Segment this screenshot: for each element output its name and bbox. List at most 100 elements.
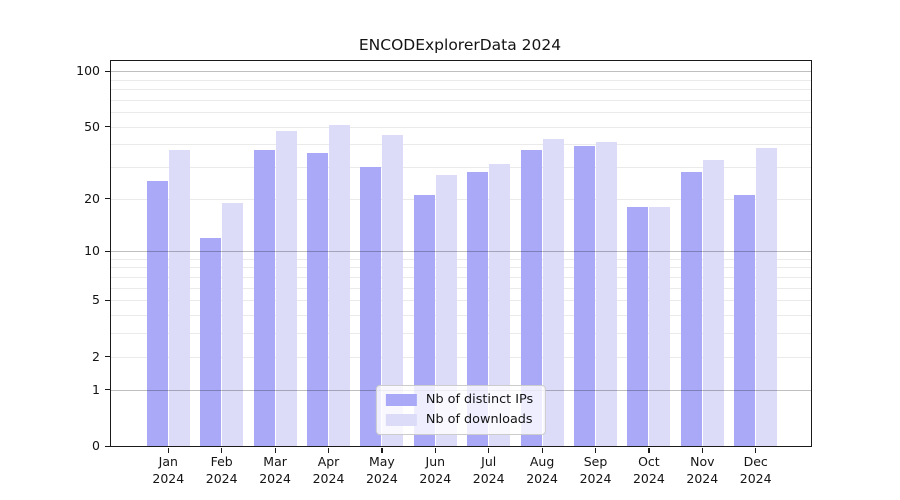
- x-tick-year: 2024: [472, 470, 505, 486]
- x-tick-label-jun: Jun 2024: [400, 454, 470, 487]
- x-tick-year: 2024: [526, 470, 558, 486]
- x-tick-apr: [328, 447, 330, 453]
- legend-row-distinct-ips: Nb of distinct IPs: [385, 392, 534, 407]
- y-tick-label-100: 100: [76, 63, 100, 79]
- x-tick-label-dec: Dec 2024: [721, 454, 791, 487]
- legend-label-distinct-ips: Nb of distinct IPs: [425, 392, 534, 407]
- x-tick-label-jul: Jul 2024: [454, 454, 524, 487]
- y-tick-0: [104, 445, 110, 447]
- bar-jul-distinct-ips: [467, 172, 489, 446]
- gridline-90: [111, 79, 811, 81]
- y-tick-50: [104, 126, 110, 128]
- x-tick-label-nov: Nov 2024: [667, 454, 737, 487]
- x-tick-year: 2024: [152, 470, 185, 486]
- bar-sep-distinct-ips: [574, 146, 595, 446]
- gridline-50: [111, 126, 811, 128]
- x-tick-month: Feb: [210, 454, 233, 469]
- y-tick-label-10: 10: [84, 243, 100, 259]
- x-tick-jul: [488, 447, 490, 453]
- x-tick-sep: [595, 447, 597, 453]
- gridline-80: [111, 88, 811, 90]
- x-tick-nov: [701, 447, 703, 453]
- y-tick-label-1: 1: [92, 381, 100, 397]
- x-tick-month: Dec: [743, 454, 768, 469]
- legend-swatch-distinct-ips: [385, 393, 417, 406]
- chart-title: ENCODExplorerData 2024: [358, 36, 562, 54]
- x-tick-label-may: May 2024: [347, 454, 417, 487]
- x-tick-year: 2024: [259, 470, 291, 486]
- bar-oct-distinct-ips: [627, 206, 649, 446]
- x-tick-year: 2024: [739, 470, 772, 486]
- x-tick-month: Mar: [263, 454, 287, 469]
- bar-jan-distinct-ips: [146, 181, 168, 446]
- y-tick-label-20: 20: [84, 190, 100, 206]
- bar-dec-distinct-ips: [734, 194, 756, 446]
- y-tick-label-0: 0: [92, 438, 100, 453]
- legend: Nb of distinct IPs Nb of downloads: [375, 385, 547, 435]
- bar-mar-distinct-ips: [253, 150, 275, 446]
- x-tick-month: Aug: [529, 454, 555, 469]
- y-tick-10: [104, 250, 110, 252]
- bar-oct-downloads: [649, 206, 671, 446]
- x-tick-label-oct: Oct 2024: [614, 454, 684, 487]
- x-tick-label-aug: Aug 2024: [507, 454, 577, 487]
- gridline-40: [111, 144, 811, 146]
- x-tick-jun: [434, 447, 436, 453]
- x-tick-year: 2024: [579, 470, 612, 486]
- x-tick-year: 2024: [312, 470, 345, 486]
- x-tick-year: 2024: [632, 470, 665, 486]
- bar-may-distinct-ips: [360, 167, 382, 446]
- gridline-60: [111, 112, 811, 114]
- y-tick-5: [104, 299, 110, 302]
- x-tick-year: 2024: [419, 470, 452, 486]
- bar-apr-downloads: [329, 124, 350, 446]
- x-tick-may: [381, 447, 383, 453]
- bar-aug-downloads: [542, 138, 564, 446]
- x-tick-month: May: [368, 454, 395, 469]
- x-tick-month: Oct: [638, 454, 660, 469]
- x-tick-month: Nov: [690, 454, 715, 469]
- y-tick-1: [104, 389, 110, 391]
- bar-jun-downloads: [435, 175, 457, 446]
- x-tick-label-jan: Jan 2024: [133, 454, 203, 487]
- legend-label-downloads: Nb of downloads: [425, 412, 533, 427]
- y-tick-label-2: 2: [92, 348, 100, 364]
- y-tick-label-50: 50: [84, 118, 100, 134]
- bar-nov-downloads: [702, 159, 724, 446]
- bar-dec-downloads: [756, 148, 778, 446]
- x-tick-oct: [648, 447, 650, 453]
- y-tick-2: [104, 356, 110, 358]
- bar-may-downloads: [382, 134, 404, 446]
- x-tick-feb: [221, 447, 223, 453]
- x-tick-label-apr: Apr 2024: [294, 454, 364, 487]
- bar-jul-downloads: [489, 164, 511, 446]
- legend-row-downloads: Nb of downloads: [385, 412, 533, 427]
- bar-nov-distinct-ips: [680, 172, 702, 446]
- x-tick-year: 2024: [205, 470, 238, 486]
- x-tick-aug: [541, 447, 543, 453]
- x-tick-month: Sep: [583, 454, 608, 469]
- legend-swatch-downloads: [385, 413, 417, 426]
- x-tick-label-mar: Mar 2024: [240, 454, 310, 487]
- x-tick-month: Jan: [158, 454, 178, 469]
- x-tick-label-feb: Feb 2024: [187, 454, 257, 487]
- x-tick-dec: [755, 447, 757, 453]
- x-tick-jan: [167, 447, 169, 453]
- x-tick-month: Jul: [481, 454, 497, 469]
- bar-feb-downloads: [222, 202, 244, 446]
- gridline-70: [111, 99, 811, 101]
- bar-jan-downloads: [168, 150, 190, 446]
- bar-aug-distinct-ips: [520, 150, 542, 446]
- x-tick-month: Apr: [317, 454, 340, 469]
- x-tick-year: 2024: [365, 470, 398, 486]
- bar-apr-distinct-ips: [307, 152, 328, 446]
- bar-jun-distinct-ips: [413, 194, 435, 446]
- x-tick-label-sep: Sep 2024: [561, 454, 631, 487]
- x-tick-month: Jun: [425, 454, 446, 469]
- x-tick-year: 2024: [686, 470, 719, 486]
- y-tick-100: [104, 70, 110, 72]
- plot-area: Nb of distinct IPs Nb of downloads 100 50…: [76, 60, 812, 486]
- y-tick-label-5: 5: [92, 292, 100, 308]
- y-tick-20: [104, 198, 110, 200]
